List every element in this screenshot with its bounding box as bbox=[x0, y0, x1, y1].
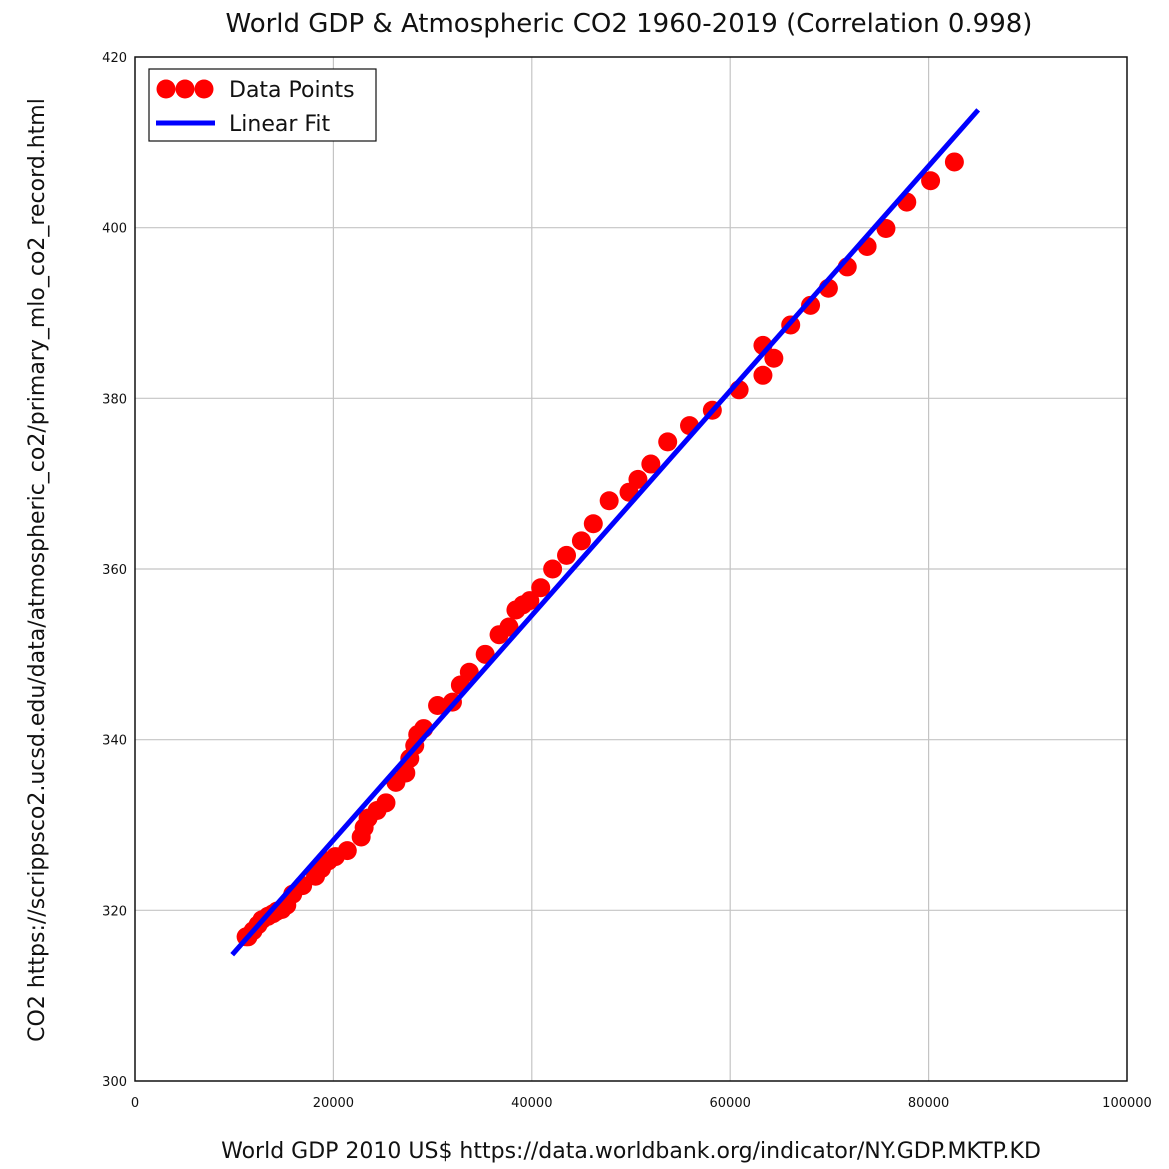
y-tick-label: 400 bbox=[102, 222, 127, 237]
x-tick-label: 0 bbox=[131, 1096, 139, 1111]
x-tick-label: 60000 bbox=[710, 1096, 751, 1111]
x-tick-label: 20000 bbox=[313, 1096, 354, 1111]
y-tick-label: 420 bbox=[102, 51, 127, 66]
data-point bbox=[753, 365, 773, 385]
y-tick-label: 320 bbox=[102, 904, 127, 919]
x-tick-label: 100000 bbox=[1102, 1096, 1152, 1111]
y-tick-label: 380 bbox=[102, 392, 127, 407]
y-tick-label: 360 bbox=[102, 563, 127, 578]
data-point bbox=[628, 469, 648, 489]
data-point bbox=[583, 514, 603, 534]
y-axis-label: CO2 https://scrippsco2.ucsd.edu/data/atm… bbox=[25, 98, 50, 1042]
data-point bbox=[499, 617, 519, 637]
linear-fit-line bbox=[230, 108, 981, 957]
data-point bbox=[520, 591, 540, 611]
plot-frame bbox=[134, 56, 1128, 1082]
legend: Data Points Linear Fit bbox=[148, 68, 377, 142]
y-tick-label: 300 bbox=[102, 1075, 127, 1090]
legend-label-linear-fit: Linear Fit bbox=[229, 112, 331, 137]
legend-label-data-points: Data Points bbox=[229, 78, 355, 103]
data-point bbox=[396, 763, 416, 783]
data-point bbox=[557, 545, 577, 565]
data-point bbox=[944, 152, 964, 172]
legend-marker-data-points-2 bbox=[175, 79, 195, 99]
data-point bbox=[801, 295, 821, 315]
data-series bbox=[230, 108, 981, 957]
y-tick-label: 340 bbox=[102, 734, 127, 749]
data-point bbox=[571, 531, 591, 551]
chart-title: World GDP & Atmospheric CO2 1960-2019 (C… bbox=[226, 9, 1033, 39]
legend-marker-data-points-3 bbox=[194, 79, 214, 99]
x-axis-label: World GDP 2010 US$ https://data.worldban… bbox=[221, 1139, 1041, 1164]
legend-marker-data-points-1 bbox=[156, 79, 176, 99]
data-point bbox=[337, 841, 357, 861]
data-point bbox=[876, 219, 896, 239]
data-point bbox=[531, 578, 551, 598]
plot-area bbox=[134, 56, 1128, 1082]
x-tick-label: 80000 bbox=[908, 1096, 949, 1111]
data-point bbox=[376, 793, 396, 813]
grid-lines bbox=[135, 57, 1127, 1081]
data-point bbox=[764, 348, 784, 368]
data-point bbox=[658, 432, 678, 452]
data-point bbox=[428, 696, 448, 716]
data-point bbox=[641, 454, 661, 474]
data-point bbox=[543, 559, 563, 579]
data-point bbox=[599, 491, 619, 511]
axis-ticks: 0 20000 40000 60000 80000 100000 300 320 340 360 3… bbox=[102, 51, 1152, 1111]
data-point bbox=[459, 662, 479, 682]
x-tick-label: 40000 bbox=[511, 1096, 552, 1111]
data-point bbox=[921, 171, 941, 191]
